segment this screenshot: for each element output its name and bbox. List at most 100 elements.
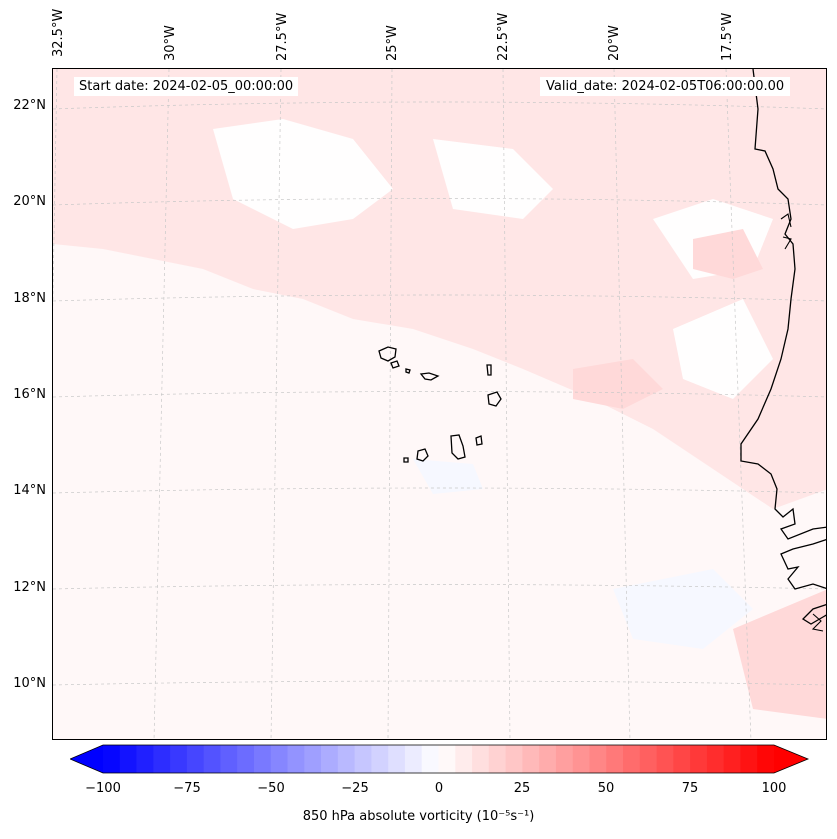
valid-date-label: Valid_date: 2024-02-05T06:00:00.00 bbox=[540, 77, 791, 96]
island-fogo bbox=[416, 448, 429, 462]
island-santiago bbox=[450, 434, 466, 460]
meridian-22-5w bbox=[502, 69, 511, 739]
lat-label-16n: 16°N bbox=[13, 387, 46, 402]
field-pink-blob-2 bbox=[573, 359, 663, 409]
colorbar-segment bbox=[103, 745, 121, 773]
colorbar-segment bbox=[404, 745, 423, 773]
colorbar-segment bbox=[522, 745, 540, 773]
field-pink-blob-3 bbox=[733, 589, 826, 719]
colorbar-segment bbox=[253, 745, 272, 773]
colorbar-tick-50: 50 bbox=[597, 781, 615, 796]
lon-label-20w: 20°W bbox=[607, 25, 622, 61]
meridian-27-5w bbox=[270, 69, 282, 739]
cape-verde-islands bbox=[378, 346, 502, 463]
field-pink-blob-1 bbox=[693, 229, 763, 279]
colorbar-segment bbox=[472, 745, 490, 773]
colorbar-segment bbox=[136, 745, 154, 773]
colorbar-tick-25: 25 bbox=[513, 781, 531, 796]
colorbar-segment bbox=[690, 745, 708, 773]
colorbar-segment bbox=[623, 745, 641, 773]
colorbar-extend-max bbox=[774, 745, 808, 773]
colorbar-tick-100: 100 bbox=[761, 781, 787, 796]
field-white-patch-4 bbox=[673, 299, 773, 399]
colorbar bbox=[70, 744, 810, 774]
meridian-30w bbox=[153, 69, 170, 739]
parallel-12n bbox=[53, 584, 826, 590]
colorbar-outline bbox=[70, 744, 810, 774]
lon-label-25w: 25°W bbox=[385, 25, 400, 61]
africa-coastline-south bbox=[780, 538, 826, 625]
island-sao-vicente bbox=[390, 360, 400, 369]
meridian-20w bbox=[613, 69, 631, 739]
meridian-17-5w bbox=[725, 69, 752, 739]
colorbar-segment bbox=[170, 745, 188, 773]
colorbar-segment bbox=[656, 745, 674, 773]
map-panel bbox=[52, 68, 827, 740]
colorbar-segment bbox=[539, 745, 557, 773]
colorbar-tick-neg75: −75 bbox=[173, 781, 201, 796]
colorbar-segment bbox=[119, 745, 137, 773]
africa-coastline bbox=[740, 69, 826, 540]
colorbar-segments bbox=[70, 745, 808, 773]
island-boa-vista bbox=[487, 391, 502, 407]
colorbar-segment bbox=[572, 745, 590, 773]
lat-label-22n: 22°N bbox=[13, 98, 46, 113]
lon-label-27-5w: 27.5°W bbox=[275, 12, 290, 61]
parallel-18n bbox=[53, 294, 826, 302]
island-maio bbox=[475, 435, 483, 446]
island-santo-antao bbox=[378, 346, 397, 362]
parallel-10n bbox=[53, 680, 826, 686]
colorbar-segment bbox=[354, 745, 372, 773]
colorbar-segment bbox=[606, 745, 624, 773]
colorbar-tick-75: 75 bbox=[681, 781, 699, 796]
island-sao-nicolau bbox=[419, 372, 440, 381]
africa-inlets bbox=[780, 213, 824, 632]
island-santa-luzia bbox=[405, 368, 411, 374]
lon-label-17-5w: 17.5°W bbox=[720, 12, 735, 61]
field-blue-patch-1 bbox=[613, 569, 753, 649]
lon-label-22-5w: 22.5°W bbox=[496, 12, 511, 61]
gridlines bbox=[53, 69, 826, 739]
colorbar-segment bbox=[388, 745, 406, 773]
colorbar-segment bbox=[505, 745, 523, 773]
colorbar-segment bbox=[287, 745, 305, 773]
colorbar-segment bbox=[639, 745, 657, 773]
colorbar-segment bbox=[237, 745, 255, 773]
colorbar-segment bbox=[186, 745, 205, 773]
colorbar-segment bbox=[706, 745, 725, 773]
field-white-patch-1 bbox=[213, 119, 393, 229]
colorbar-segment bbox=[555, 745, 574, 773]
parallel-14n bbox=[53, 487, 826, 494]
meridian-25w bbox=[387, 69, 393, 739]
colorbar-segment bbox=[740, 745, 758, 773]
start-date-label: Start date: 2024-02-05_00:00:00 bbox=[74, 77, 299, 96]
field-blue-patch-2 bbox=[413, 459, 483, 494]
lon-label-30w: 30°W bbox=[163, 25, 178, 61]
parallel-16n bbox=[53, 391, 826, 398]
colorbar-segment bbox=[371, 745, 389, 773]
vorticity-field bbox=[53, 69, 826, 739]
lat-label-20n: 20°N bbox=[13, 194, 46, 209]
colorbar-segment bbox=[337, 745, 356, 773]
colorbar-segment bbox=[421, 745, 439, 773]
colorbar-segment bbox=[220, 745, 238, 773]
colorbar-tick-neg100: −100 bbox=[85, 781, 121, 796]
colorbar-segment bbox=[589, 745, 607, 773]
colorbar-segment bbox=[203, 745, 221, 773]
colorbar-segment bbox=[270, 745, 288, 773]
colorbar-segment bbox=[153, 745, 171, 773]
colorbar-extend-min bbox=[70, 745, 103, 773]
parallel-22n bbox=[53, 101, 826, 110]
island-brava bbox=[403, 457, 409, 463]
lon-label-32-5w: 32.5°W bbox=[51, 8, 66, 57]
colorbar-tick-neg50: −50 bbox=[257, 781, 285, 796]
colorbar-tick-neg25: −25 bbox=[341, 781, 369, 796]
colorbar-label: 850 hPa absolute vorticity (10⁻⁵s⁻¹) bbox=[302, 809, 535, 824]
lat-label-10n: 10°N bbox=[13, 676, 46, 691]
colorbar-segment bbox=[723, 745, 741, 773]
colorbar-segment bbox=[304, 745, 322, 773]
lat-label-12n: 12°N bbox=[13, 580, 46, 595]
colorbar-segment bbox=[321, 745, 339, 773]
parallel-20n bbox=[53, 198, 826, 206]
colorbar-segment bbox=[438, 745, 456, 773]
